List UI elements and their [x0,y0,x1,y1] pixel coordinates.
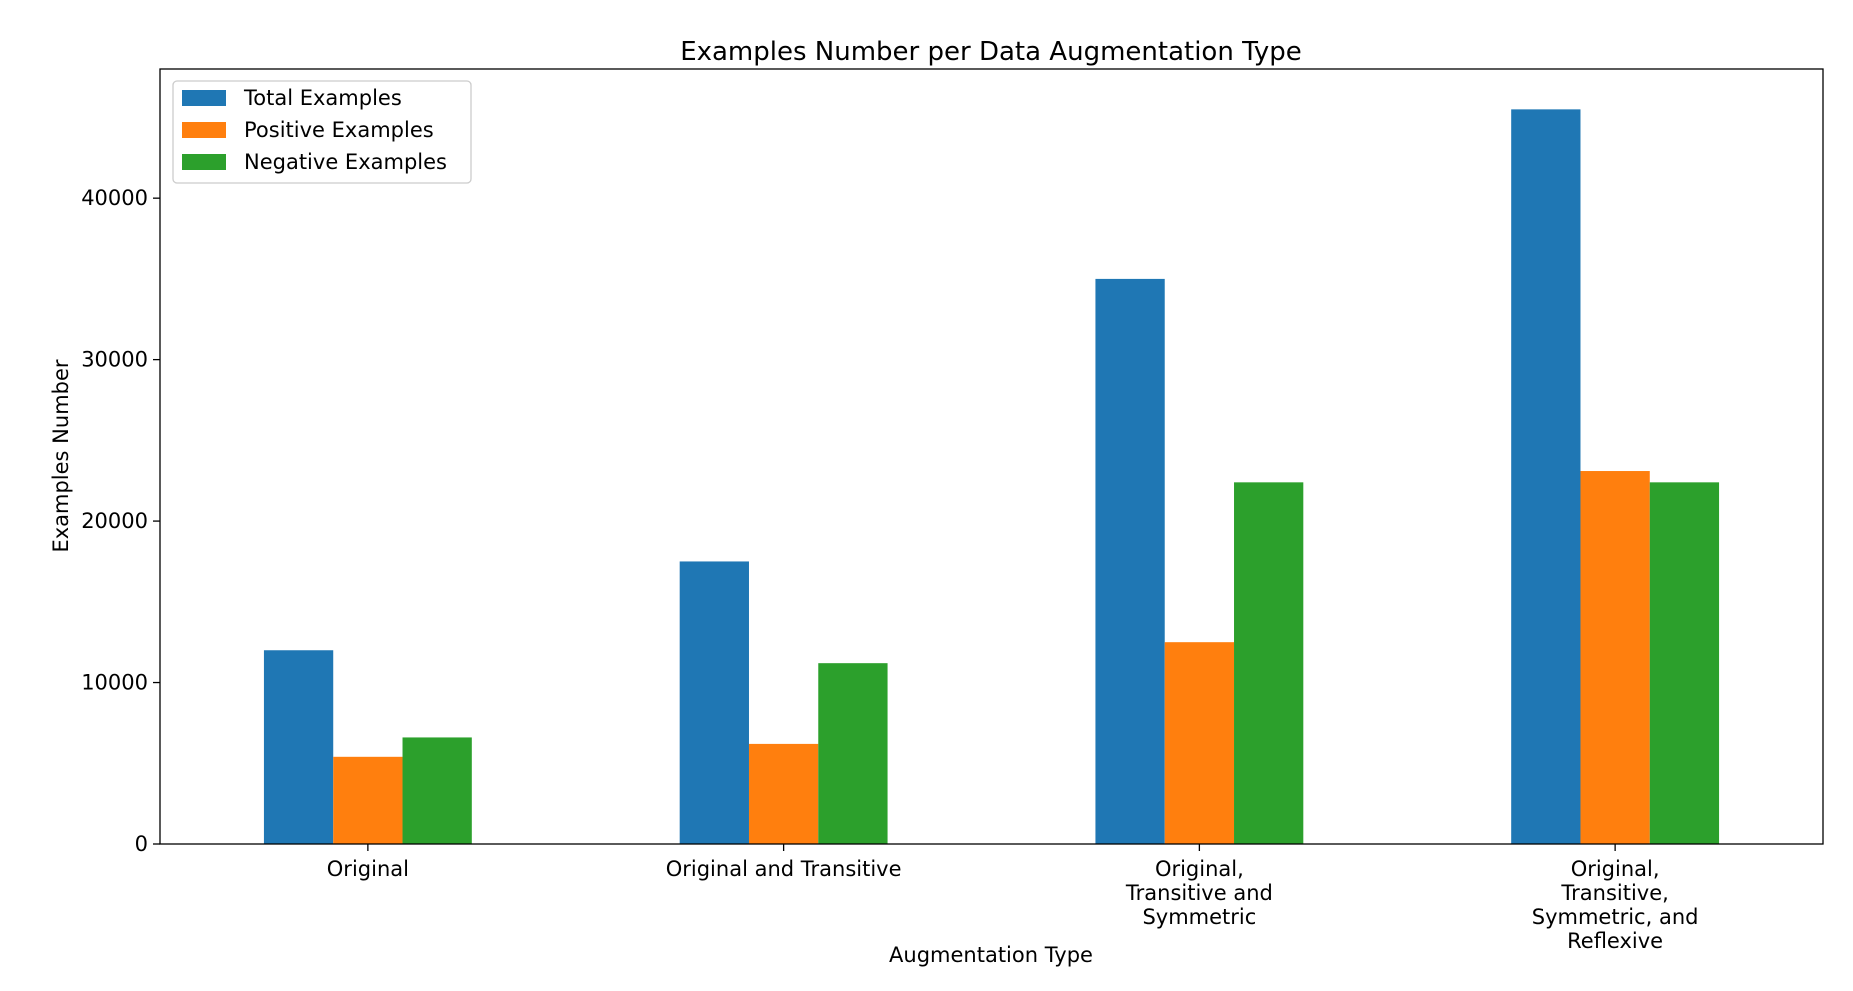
bar-positive-examples-3 [1580,471,1650,844]
x-tick-label: Original and Transitive [666,857,902,881]
bar-positive-examples-0 [333,756,403,844]
legend-label: Positive Examples [244,118,434,142]
bar-negative-examples-3 [1649,482,1720,844]
x-tick-label: Original [327,857,409,881]
legend-swatch [182,90,226,106]
y-tick-label: 10000 [81,671,148,695]
bar-total-examples-1 [679,561,749,844]
bar-total-examples-2 [1095,278,1165,844]
bar-total-examples-3 [1511,109,1581,845]
legend-frame [172,80,472,184]
bar-total-examples-0 [263,650,334,844]
x-axis: Original Original and Transitive Original,… [327,844,1699,953]
x-axis-label: Augmentation Type [889,943,1093,967]
chart-title: Examples Number per Data Augmentation Ty… [680,37,1302,67]
y-tick-label: 20000 [81,509,148,533]
x-tick-label: Original, Transitive, Symmetric, and Reflex… [1532,857,1699,953]
bar-negative-examples-0 [402,737,472,844]
bar-positive-examples-1 [748,743,819,844]
y-axis: 0 10000 20000 30000 40000 [81,186,160,856]
plot-area-frame [159,68,1824,845]
bar-positive-examples-2 [1164,642,1235,844]
bars-layer [263,109,1720,845]
legend-label: Negative Examples [244,150,447,174]
y-tick-label: 40000 [81,186,148,210]
x-tick-label: Original, Transitive and Symmetric [1125,857,1273,929]
legend-swatch [182,154,226,170]
legend-swatch [182,122,226,138]
y-axis-label: Examples Number [49,359,73,552]
legend-label: Total Examples [243,86,402,110]
legend: Total Examples Positive Examples Negative … [172,80,472,184]
bar-negative-examples-2 [1234,482,1304,844]
bar-negative-examples-1 [818,663,888,844]
y-tick-label: 30000 [81,348,148,372]
y-tick-label: 0 [135,832,148,856]
